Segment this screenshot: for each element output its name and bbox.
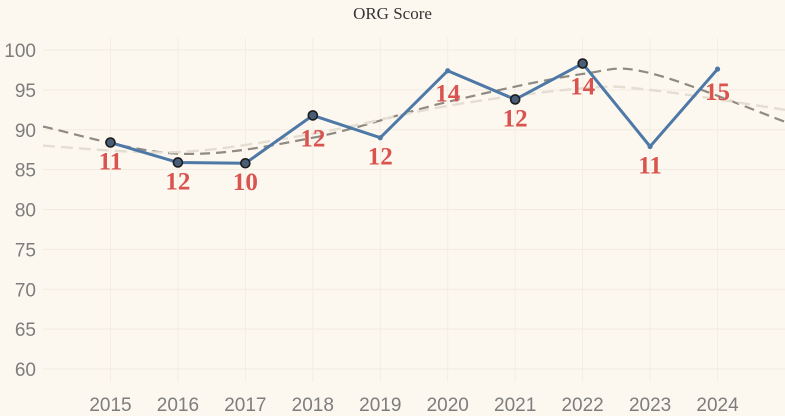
y-tick-label: 90: [15, 121, 36, 142]
series-line: [110, 62, 719, 165]
x-tick-label: 2023: [629, 395, 671, 416]
data-label: 10: [233, 169, 258, 196]
x-tick-label: 2016: [157, 395, 199, 416]
y-tick-label: 80: [15, 201, 36, 222]
x-tick-label: 2017: [224, 395, 266, 416]
x-tick-label: 2020: [427, 395, 469, 416]
y-tick-label: 70: [15, 280, 36, 301]
chart-title: ORG Score: [353, 4, 432, 23]
data-label: 14: [570, 74, 596, 101]
data-point-marker: [105, 137, 116, 148]
y-tick-label: 60: [15, 360, 36, 381]
data-label: 11: [638, 152, 662, 179]
y-tick-label: 100: [4, 41, 36, 62]
data-point-marker: [509, 94, 521, 105]
x-tick-label: 2022: [561, 395, 603, 416]
y-tick-label: 95: [15, 81, 36, 102]
data-point: [377, 135, 383, 141]
trend-line-light: [42, 85, 785, 154]
x-tick-label: 2021: [494, 395, 536, 416]
data-point: [714, 66, 721, 72]
x-tick-label: 2018: [292, 395, 334, 416]
data-label: 14: [435, 81, 461, 108]
x-tick-label: 2019: [359, 395, 401, 416]
data-point: [647, 143, 653, 150]
y-tick-label: 85: [15, 161, 36, 182]
data-label: 12: [165, 168, 190, 195]
trend-line-dark: [42, 67, 785, 156]
data-label: 12: [503, 105, 528, 132]
x-tick-label: 2015: [89, 395, 131, 416]
data-label: 12: [300, 125, 325, 152]
data-label: 15: [705, 79, 730, 106]
x-tick-label: 2024: [696, 395, 739, 416]
y-tick-label: 75: [15, 240, 36, 261]
data-label: 11: [99, 149, 123, 176]
data-point-marker: [307, 110, 319, 121]
data-label: 12: [368, 144, 393, 171]
data-point: [445, 68, 451, 74]
y-tick-label: 65: [15, 320, 36, 341]
data-point-marker: [172, 157, 184, 168]
data-point-marker: [577, 58, 588, 69]
data-point-marker: [240, 157, 251, 169]
